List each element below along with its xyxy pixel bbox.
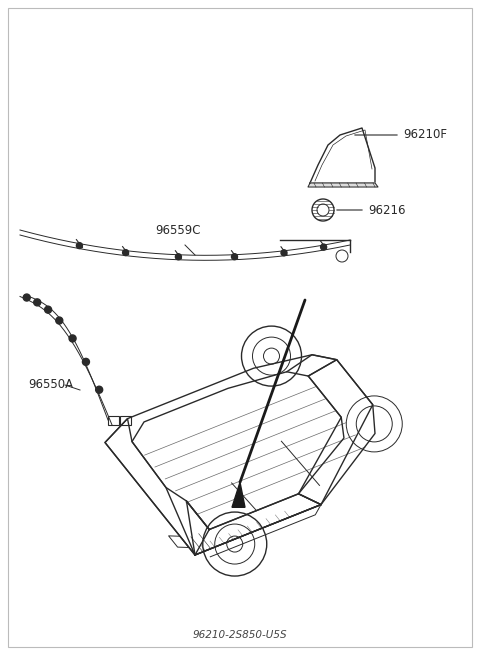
Text: 96559C: 96559C	[155, 224, 201, 237]
Text: 96210F: 96210F	[403, 128, 447, 141]
Circle shape	[122, 250, 129, 255]
Circle shape	[56, 317, 63, 324]
Circle shape	[321, 244, 326, 250]
Circle shape	[83, 358, 89, 365]
Circle shape	[69, 335, 76, 342]
Circle shape	[175, 253, 181, 260]
FancyBboxPatch shape	[120, 415, 131, 424]
Text: 96550A: 96550A	[28, 379, 73, 392]
Circle shape	[231, 253, 238, 259]
FancyBboxPatch shape	[108, 415, 119, 424]
Circle shape	[45, 306, 51, 313]
Text: 96216: 96216	[368, 204, 406, 217]
Circle shape	[281, 250, 287, 256]
Polygon shape	[308, 183, 378, 187]
Circle shape	[34, 299, 41, 306]
Circle shape	[96, 386, 103, 393]
Text: 96210-2S850-U5S: 96210-2S850-U5S	[192, 630, 288, 640]
Polygon shape	[232, 482, 245, 508]
Circle shape	[23, 294, 30, 301]
Circle shape	[76, 242, 83, 249]
